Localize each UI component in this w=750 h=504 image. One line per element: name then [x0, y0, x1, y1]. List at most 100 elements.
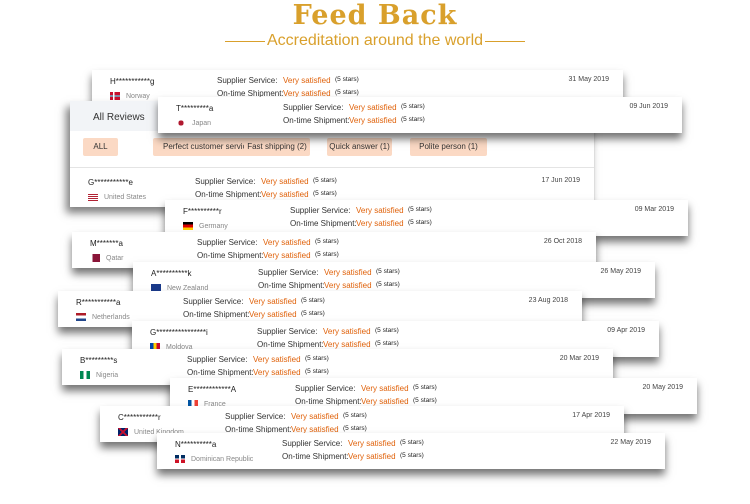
supplier-service-rating: Very satisfied: [361, 384, 409, 393]
us-flag-icon: [88, 193, 98, 201]
reviewer-name: A**********k: [151, 269, 192, 278]
shipment-label: On-time Shipment:: [295, 397, 362, 406]
reviewer-country: Qatar: [90, 254, 124, 262]
shipment-label: On-time Shipment:: [197, 251, 264, 260]
reviewer-name: F**********r: [183, 207, 222, 216]
shipment-label: On-time Shipment:: [283, 116, 350, 125]
supplier-service-label: Supplier Service:: [183, 297, 244, 306]
review-date: 09 Mar 2019: [634, 206, 674, 213]
reviewer-name: G****************i: [150, 328, 208, 337]
country-name: United Kingdom: [134, 428, 184, 436]
filter-chip[interactable]: Fast shipping (2): [244, 138, 310, 156]
france-flag-icon: [188, 400, 198, 408]
supplier-service-rating: Very satisfied: [253, 355, 301, 364]
reviewer-name: C***********r: [118, 413, 161, 422]
review-date: 17 Jun 2019: [541, 177, 580, 184]
review-date: 09 Apr 2019: [607, 327, 645, 334]
filter-chip[interactable]: Quick answer (1): [327, 138, 392, 156]
review-card: F**********r Germany Supplier Service: V…: [165, 200, 688, 236]
review-date: 23 Aug 2018: [528, 297, 568, 304]
supplier-service-stars: (5 stars): [313, 177, 337, 184]
shipment-label: On-time Shipment:: [282, 452, 349, 461]
supplier-service-stars: (5 stars): [301, 297, 325, 304]
shipment-rating: Very satisfied: [356, 219, 404, 228]
review-date: 26 Oct 2018: [543, 238, 582, 245]
supplier-service-label: Supplier Service:: [257, 327, 318, 336]
supplier-service-stars: (5 stars): [401, 103, 425, 110]
shipment-label: On-time Shipment:: [258, 281, 325, 290]
supplier-service-rating: Very satisfied: [356, 206, 404, 215]
supplier-service-stars: (5 stars): [335, 76, 359, 83]
divider: [485, 40, 526, 42]
shipment-label: On-time Shipment:: [195, 190, 262, 199]
shipment-stars: (5 stars): [413, 397, 437, 404]
supplier-service-stars: (5 stars): [413, 384, 437, 391]
reviewer-name: N**********a: [175, 440, 217, 449]
supplier-service-label: Supplier Service:: [295, 384, 356, 393]
nz-flag-icon: [151, 284, 161, 292]
review-date: 20 Mar 2019: [559, 355, 599, 362]
reviewer-name: H***********g: [110, 77, 155, 86]
reviewer-country: Moldova: [150, 343, 192, 351]
supplier-service-rating: Very satisfied: [263, 238, 311, 247]
review-card: T*********a Japan Supplier Service: Very…: [158, 97, 682, 133]
reviewer-name: E************A: [188, 385, 237, 394]
supplier-service-label: Supplier Service:: [187, 355, 248, 364]
shipment-rating: Very satisfied: [249, 310, 297, 319]
supplier-service-rating: Very satisfied: [349, 103, 397, 112]
reviewer-name: M*******a: [90, 239, 123, 248]
filter-chip[interactable]: ALL: [83, 138, 118, 156]
shipment-rating: Very satisfied: [263, 251, 311, 260]
reviewer-country: Netherlands: [76, 313, 130, 321]
supplier-service-rating: Very satisfied: [261, 177, 309, 186]
shipment-label: On-time Shipment:: [290, 219, 357, 228]
shipment-label: On-time Shipment:: [257, 340, 324, 349]
page-subtitle: Accreditation around the world: [0, 32, 750, 50]
supplier-service-label: Supplier Service:: [290, 206, 351, 215]
shipment-rating: Very satisfied: [348, 452, 396, 461]
uk-flag-icon: [118, 428, 128, 436]
netherlands-flag-icon: [76, 313, 86, 321]
review-date: 20 May 2019: [642, 384, 683, 391]
supplier-service-rating: Very satisfied: [283, 76, 331, 85]
supplier-service-stars: (5 stars): [315, 238, 339, 245]
qatar-flag-icon: [90, 254, 100, 262]
supplier-service-stars: (5 stars): [305, 355, 329, 362]
germany-flag-icon: [183, 222, 193, 230]
page-title: Feed Back: [292, 0, 458, 31]
shipment-label: On-time Shipment:: [187, 368, 254, 377]
shipment-stars: (5 stars): [408, 219, 432, 226]
shipment-rating: Very satisfied: [361, 397, 409, 406]
review-card: N**********a Dominican Republic Supplier…: [157, 433, 665, 469]
moldova-flag-icon: [150, 343, 160, 351]
norway-flag-icon: [110, 92, 120, 100]
supplier-service-stars: (5 stars): [376, 268, 400, 275]
supplier-service-label: Supplier Service:: [283, 103, 344, 112]
shipment-stars: (5 stars): [400, 452, 424, 459]
filter-chip[interactable]: Polite person (1): [410, 138, 487, 156]
reviewer-name: G***********e: [88, 178, 133, 187]
shipment-rating: Very satisfied: [283, 89, 331, 98]
shipment-rating: Very satisfied: [253, 368, 301, 377]
divider: [224, 40, 265, 42]
supplier-service-label: Supplier Service:: [225, 412, 286, 421]
shipment-label: On-time Shipment:: [217, 89, 284, 98]
reviewer-country: Germany: [183, 222, 228, 230]
country-name: Dominican Republic: [191, 455, 254, 463]
supplier-service-label: Supplier Service:: [197, 238, 258, 247]
review-date: 31 May 2019: [568, 76, 609, 83]
shipment-rating: Very satisfied: [323, 340, 371, 349]
review-date: 22 May 2019: [610, 439, 651, 446]
supplier-service-label: Supplier Service:: [258, 268, 319, 277]
filter-chip[interactable]: Perfect customer service (4): [153, 138, 273, 156]
review-date: 17 Apr 2019: [572, 412, 610, 419]
shipment-stars: (5 stars): [375, 340, 399, 347]
supplier-service-stars: (5 stars): [343, 412, 367, 419]
shipment-rating: Very satisfied: [291, 425, 339, 434]
japan-flag-icon: [176, 119, 186, 127]
country-name: Moldova: [166, 343, 193, 351]
shipment-stars: (5 stars): [313, 190, 337, 197]
supplier-service-rating: Very satisfied: [324, 268, 372, 277]
shipment-label: On-time Shipment:: [183, 310, 250, 319]
shipment-stars: (5 stars): [301, 310, 325, 317]
